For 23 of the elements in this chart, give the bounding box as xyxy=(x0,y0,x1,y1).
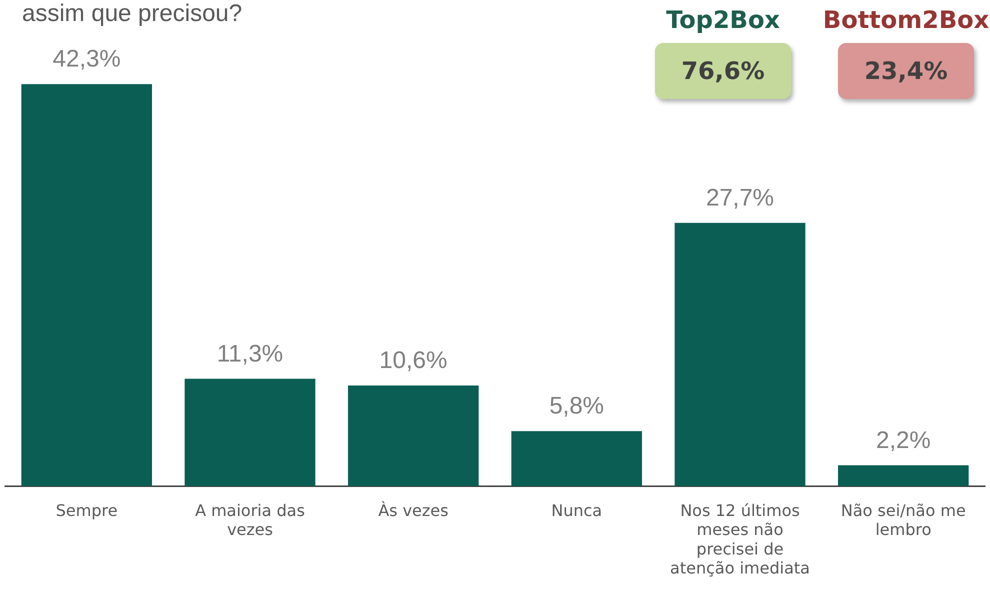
chart-title: assim que precisou? xyxy=(22,0,242,28)
data-label: 10,6% xyxy=(379,347,448,374)
annotation: 23,4% xyxy=(838,43,974,99)
bar xyxy=(838,465,969,486)
x-tick-label: A maioria das vezes xyxy=(195,500,305,540)
x-tick-label: Sempre xyxy=(56,500,118,520)
data-label: 42,3% xyxy=(52,46,121,73)
data-label: 27,7% xyxy=(706,184,774,212)
text: Top2Box xyxy=(665,6,781,34)
data-label: 11,3% xyxy=(216,340,284,368)
x-tick-label: Às vezes xyxy=(378,500,448,520)
data-label: 2,2% xyxy=(876,426,931,454)
bar xyxy=(674,222,806,486)
bar xyxy=(348,385,479,486)
bar xyxy=(21,84,152,486)
x-tick-label: Não sei/não me lembro xyxy=(840,500,966,540)
x-tick-label: Nos 12 últimos meses não precisei de atenção imediata xyxy=(670,500,810,578)
bar xyxy=(184,378,316,486)
data-label: 5,8% xyxy=(549,392,604,420)
bar xyxy=(511,431,642,486)
text: Bottom2Box xyxy=(822,6,990,34)
annotation: 76,6% xyxy=(655,43,791,99)
x-tick-label: Nunca xyxy=(551,500,602,520)
